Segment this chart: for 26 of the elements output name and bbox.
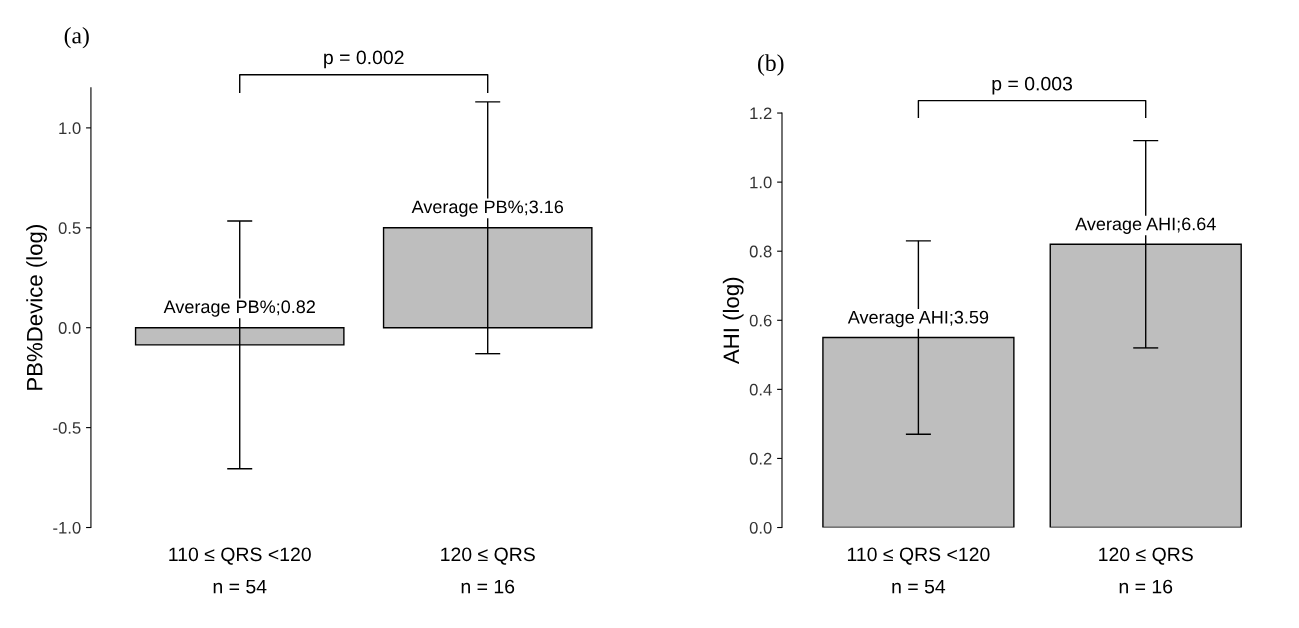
y-tick-label: 0.2 <box>749 452 772 465</box>
y-tick-label: 0.8 <box>749 245 772 258</box>
y-axis-title: AHI (log) <box>722 277 744 365</box>
y-tick-label: 1.0 <box>750 176 772 189</box>
text: p = 0.003 <box>992 76 1073 95</box>
x-tick-label: 120 ≤ QRS n = 16 <box>441 547 535 594</box>
chart-title: (b) <box>758 54 784 76</box>
x-tick-label: 110 ≤ QRS <120 n = 54 <box>169 547 311 594</box>
y-tick-label: 1.0 <box>59 122 81 135</box>
annotation: Average PB%;0.82 <box>163 300 315 317</box>
y-axis-title: PB%Device (log) <box>26 225 47 390</box>
y-tick-label: 0.0 <box>58 322 81 334</box>
annotation: Average PB%;3.16 <box>411 200 564 217</box>
chart-title: (a) <box>64 26 89 49</box>
y-tick-label: 1.2 <box>750 107 772 120</box>
annotation: Average AHI;6.64 <box>1075 217 1216 234</box>
y-tick-label: -1.0 <box>53 521 81 534</box>
y-tick-label: 0.5 <box>58 222 81 234</box>
text: p = 0.002 <box>324 50 404 69</box>
x-tick-label: 110 ≤ QRS <120 n = 54 <box>847 547 990 594</box>
y-tick-label: 0.0 <box>749 521 772 534</box>
y-tick-label: -0.5 <box>53 422 81 434</box>
x-tick-label: 120 ≤ QRS n = 16 <box>1099 547 1193 594</box>
annotation: Average AHI;3.59 <box>847 310 989 328</box>
y-tick-label: 0.4 <box>749 383 772 396</box>
y-tick-label: 0.6 <box>749 314 772 327</box>
